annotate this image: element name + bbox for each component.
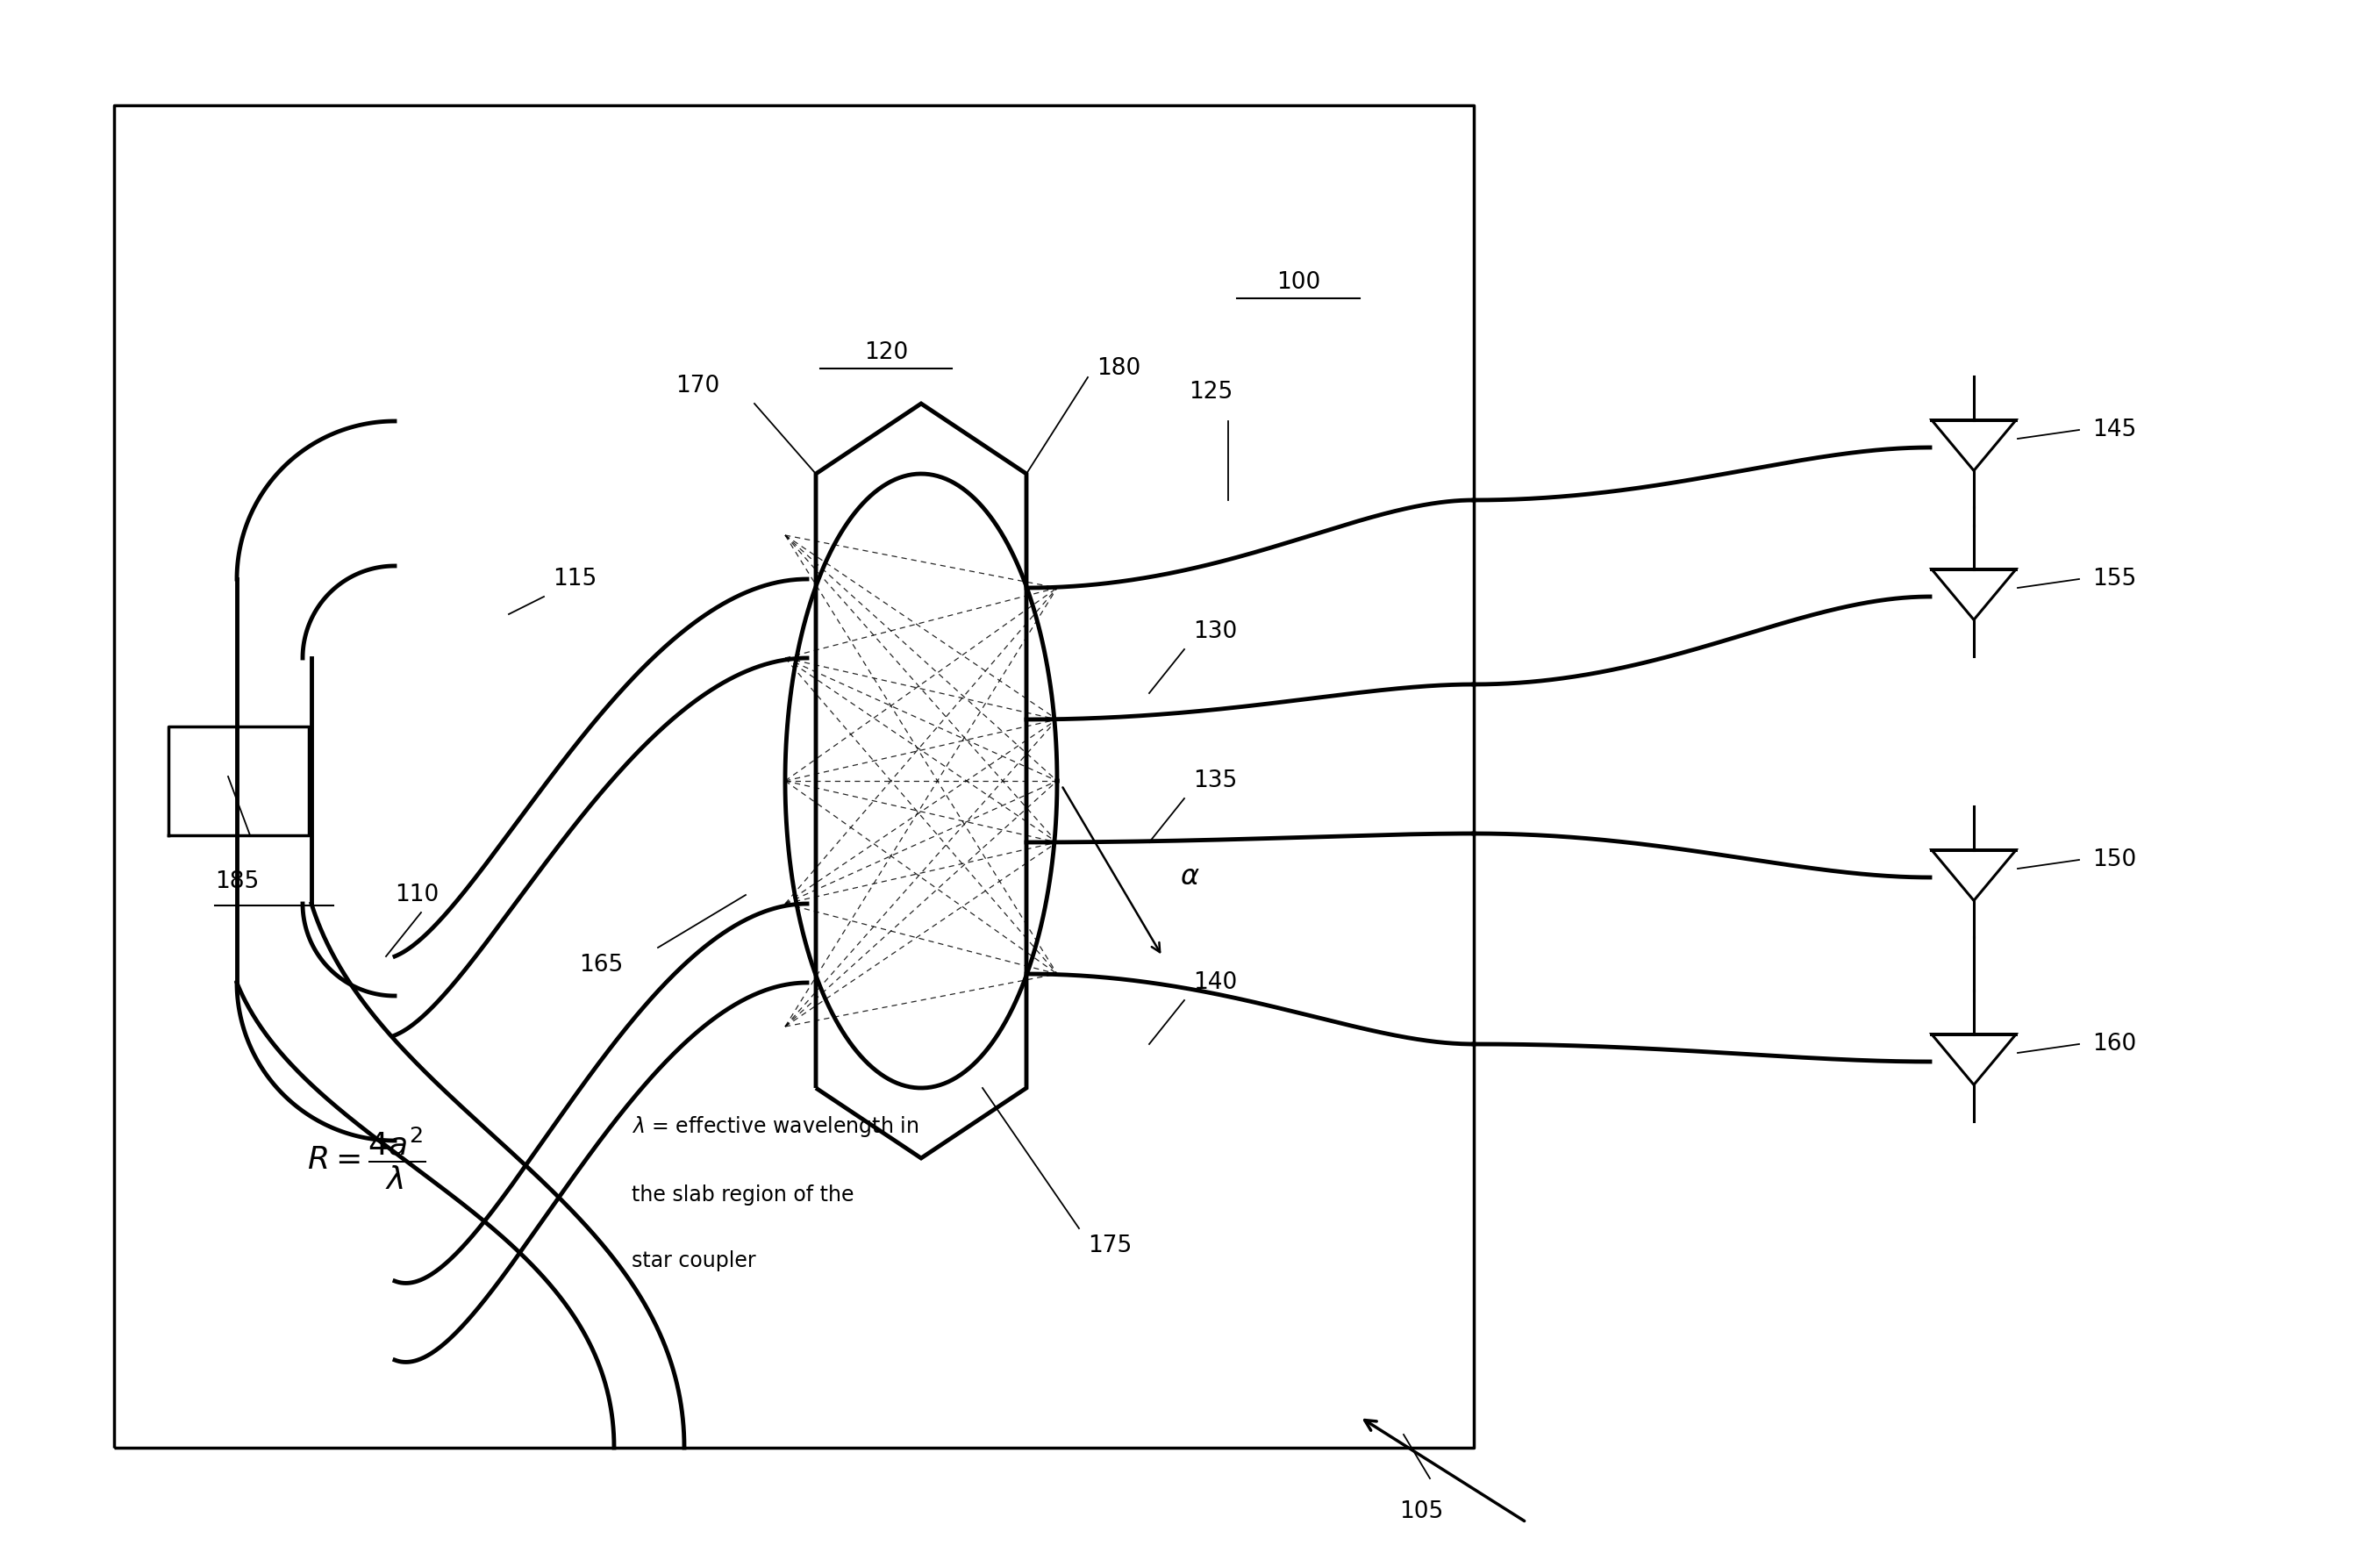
Text: 110: 110	[395, 884, 438, 907]
Text: 170: 170	[676, 374, 719, 398]
Text: 100: 100	[1276, 272, 1321, 294]
Text: $R = \dfrac{4a^2}{\lambda}$: $R = \dfrac{4a^2}{\lambda}$	[307, 1124, 426, 1191]
Text: 115: 115	[552, 568, 597, 590]
Text: 135: 135	[1192, 769, 1238, 792]
Text: 160: 160	[2092, 1033, 2137, 1056]
Text: the slab region of the: the slab region of the	[631, 1185, 854, 1205]
Text: 140: 140	[1192, 971, 1238, 994]
Text: 145: 145	[2092, 418, 2137, 441]
Text: 180: 180	[1097, 357, 1140, 380]
Text: $\alpha$: $\alpha$	[1180, 863, 1200, 891]
Text: 130: 130	[1192, 620, 1238, 643]
Text: 165: 165	[578, 954, 624, 977]
Text: $\lambda$ = effective wavelength in: $\lambda$ = effective wavelength in	[631, 1115, 919, 1138]
Text: 150: 150	[2092, 848, 2137, 871]
Text: star coupler: star coupler	[631, 1250, 757, 1272]
Text: 120: 120	[864, 342, 909, 363]
Text: 125: 125	[1188, 380, 1233, 404]
Text: 155: 155	[2092, 568, 2137, 590]
Text: 175: 175	[1088, 1235, 1133, 1258]
Text: 105: 105	[1399, 1500, 1442, 1523]
Text: 185: 185	[214, 870, 259, 893]
